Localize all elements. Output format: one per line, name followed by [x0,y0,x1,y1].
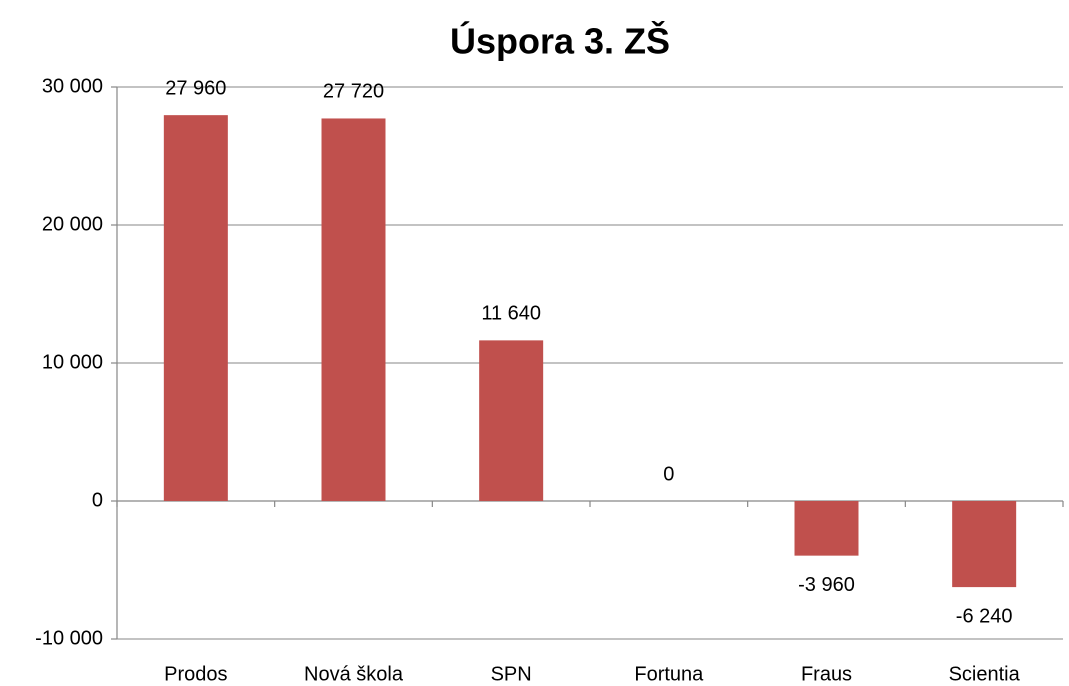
x-tick-label: Scientia [949,663,1021,685]
bar [321,118,386,502]
data-label: 0 [663,463,674,485]
bar [794,501,859,556]
data-label: 11 640 [481,303,541,325]
x-tick-label: Fraus [801,663,852,685]
bar [163,115,228,501]
data-label: -3 960 [798,574,855,596]
x-tick-label: Nová škola [304,663,404,685]
y-tick-label: 30 000 [42,75,103,97]
data-label: 27 960 [165,77,226,99]
x-tick-label: SPN [491,663,532,685]
data-label: 27 720 [323,81,384,103]
bar [479,340,544,501]
y-tick-label: 0 [92,489,103,511]
bar [952,501,1017,588]
x-tick-label: Prodos [164,663,227,685]
x-tick-label: Fortuna [634,663,704,685]
data-label: -6 240 [956,605,1013,627]
y-tick-label: 20 000 [42,213,103,235]
y-tick-label: -10 000 [35,627,103,649]
y-tick-label: 10 000 [42,351,103,373]
chart-title: Úspora 3. ZŠ [450,20,670,62]
